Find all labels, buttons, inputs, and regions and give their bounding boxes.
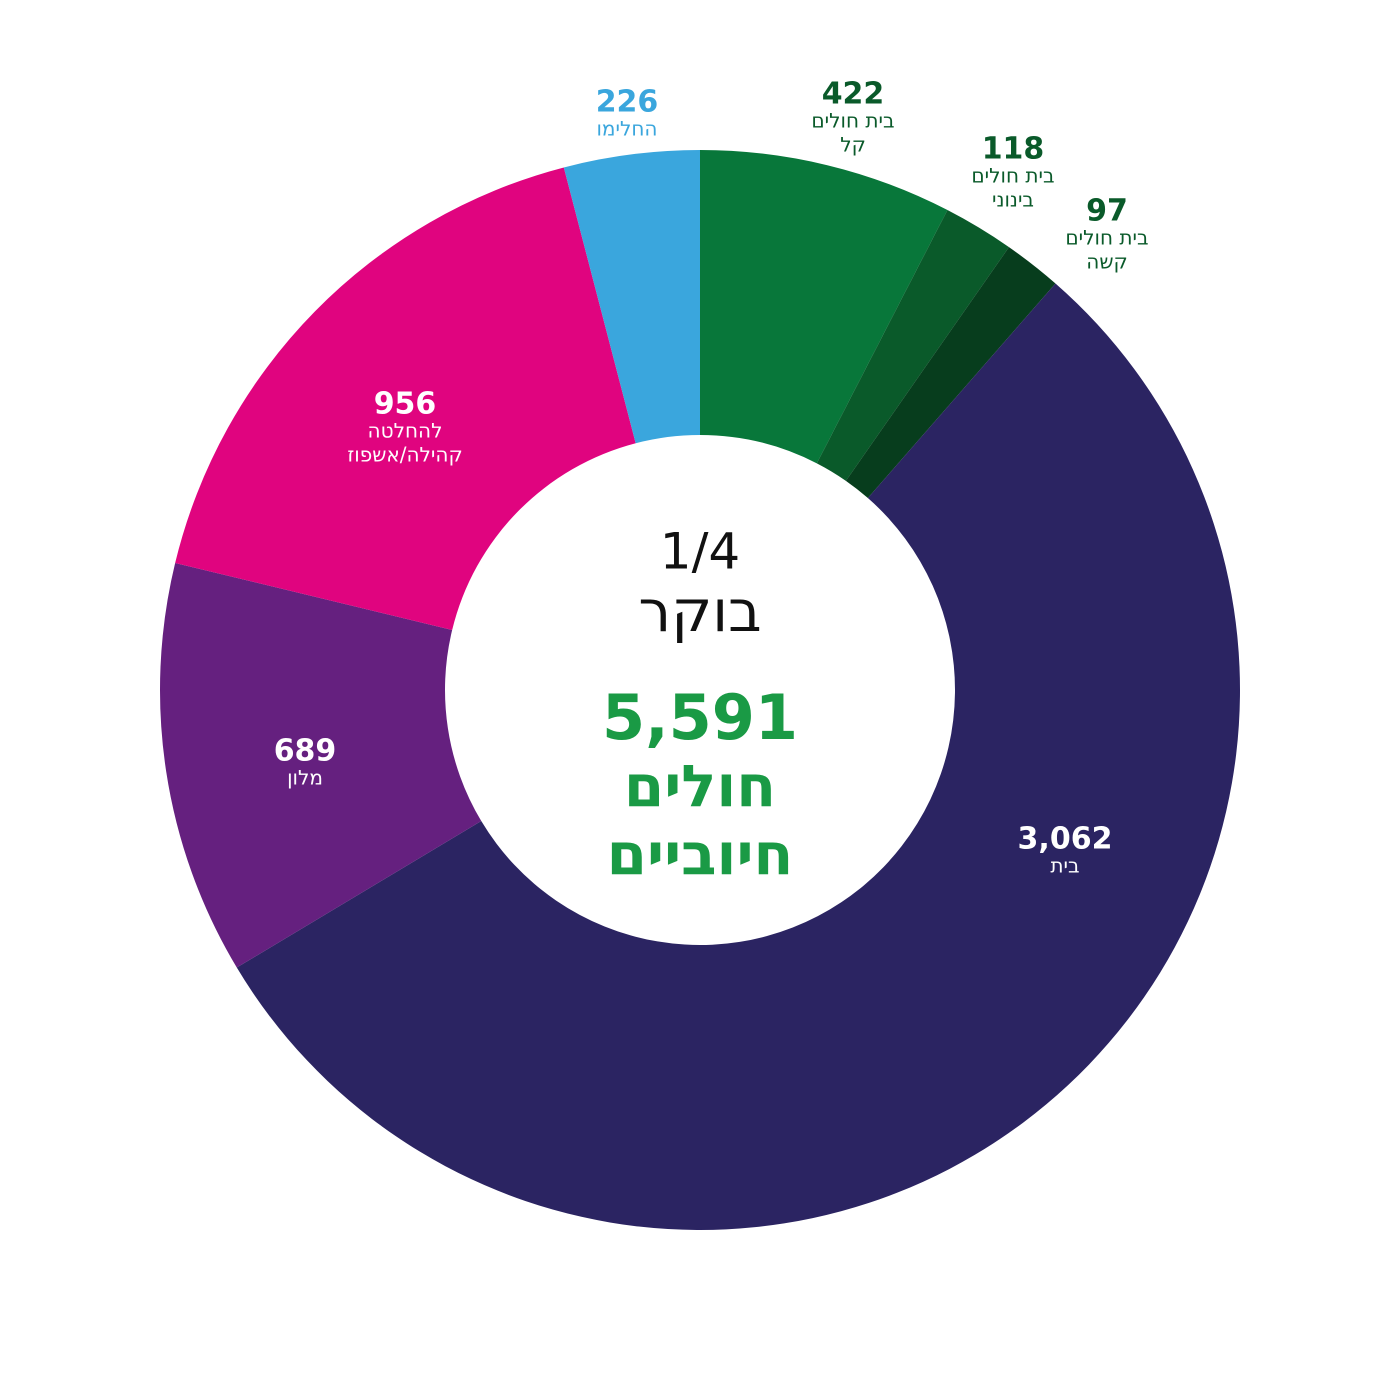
center-total: 5,591 (602, 681, 798, 754)
value-label: 956 (374, 387, 437, 422)
value-label: 422 (822, 77, 885, 112)
donut-segment (236, 283, 1241, 1230)
category-label: בית חולים (1065, 226, 1148, 250)
value-label: 118 (982, 132, 1045, 167)
center-caption: חולים (624, 752, 776, 820)
value-label: 689 (274, 734, 337, 769)
donut-segment (563, 150, 700, 444)
center-caption: חיוביים (607, 820, 794, 888)
center-time: בוקר (638, 577, 761, 645)
value-label: 3,062 (1018, 822, 1113, 857)
category-label: מלון (287, 766, 323, 790)
category-label: קהילה/אשפוז (347, 443, 462, 467)
value-label: 97 (1086, 194, 1128, 229)
category-label: בית חולים (971, 164, 1054, 188)
donut-segment (700, 150, 948, 464)
value-label: 226 (596, 85, 659, 120)
category-label: בינוני (992, 188, 1034, 212)
donut-segment (845, 247, 1056, 499)
category-label: החלימו (596, 117, 657, 141)
category-label: קל (840, 133, 866, 157)
donut-segment (816, 210, 1009, 481)
donut-segment (175, 167, 636, 631)
donut-segment (159, 562, 482, 968)
category-label: בית (1050, 854, 1079, 878)
center-date: 1/4 (660, 523, 740, 581)
category-label: קשה (1086, 250, 1127, 274)
category-label: בית חולים (811, 109, 894, 133)
category-label: להחלטה (368, 419, 443, 443)
